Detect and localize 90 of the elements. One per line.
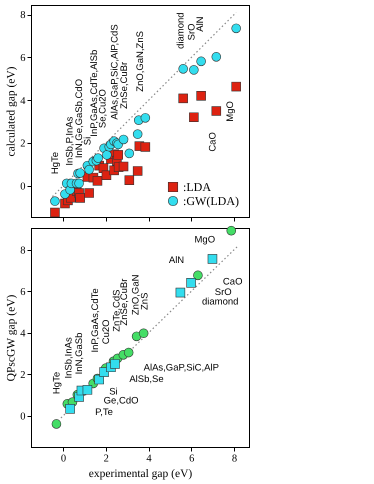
point <box>176 288 186 298</box>
point <box>186 278 196 288</box>
point <box>196 56 206 66</box>
y-tick-label: 0 <box>20 411 26 422</box>
point <box>132 166 142 176</box>
point <box>65 404 75 414</box>
point <box>212 52 222 62</box>
y-tick-label: 8 <box>20 10 26 22</box>
y-tick-label: 4 <box>20 96 26 107</box>
point <box>118 162 128 172</box>
point <box>189 112 199 122</box>
annotation: Ge,CdO <box>104 395 139 406</box>
point <box>124 148 134 158</box>
y-tick-label: 8 <box>20 245 26 256</box>
point <box>82 385 92 395</box>
point <box>84 164 94 174</box>
legend-label: :GW(LDA) <box>183 194 239 208</box>
annotation: InSb,InAs <box>63 337 74 378</box>
point <box>93 153 103 163</box>
annotation: AlN <box>194 16 206 32</box>
point <box>132 129 142 139</box>
y-tick-label: 0 <box>20 181 26 192</box>
point <box>178 64 188 74</box>
point <box>52 419 62 429</box>
y-tick-label: 6 <box>20 52 26 64</box>
point <box>231 24 241 34</box>
annotation: Se,Cu2O <box>98 89 109 128</box>
point <box>110 359 120 369</box>
annotation: AlAs,GaP,SiC,AlP <box>144 362 219 374</box>
point <box>124 175 134 185</box>
point <box>193 270 203 280</box>
annotation: InN,GaSb <box>74 332 86 374</box>
y-tick-label: 2 <box>20 138 26 150</box>
annotation: InP,GaAs,CdTe <box>90 288 102 353</box>
annotation: AlN <box>168 255 184 266</box>
annotation: Si <box>109 386 118 398</box>
annotation: Si <box>82 136 94 146</box>
point <box>231 82 241 92</box>
point <box>75 193 85 203</box>
point <box>92 176 102 186</box>
annotation: P,Te <box>95 406 113 418</box>
y-tick-label: 4 <box>20 328 26 340</box>
annotation: HgTe <box>50 152 61 174</box>
legend-label: :LDA <box>183 180 212 194</box>
x-axis-title: experimental gap (eV) <box>88 468 192 480</box>
x-tick-label: 8 <box>232 454 238 464</box>
point <box>113 150 123 160</box>
point <box>74 178 84 188</box>
point <box>50 208 60 218</box>
point <box>208 254 218 264</box>
annotation: AlAs,GaP,SiC,AlP,CdS <box>109 24 120 120</box>
y-tick-label: 2 <box>20 370 26 381</box>
annotation: InSb,P,InAs <box>64 116 76 166</box>
annotation: diamond <box>202 296 238 308</box>
annotation: CaO <box>222 276 242 288</box>
point <box>212 106 222 116</box>
point <box>124 348 134 358</box>
y-tick-label: 6 <box>20 286 26 298</box>
point <box>189 65 199 75</box>
x-tick-label: 6 <box>189 454 194 464</box>
point <box>140 142 150 152</box>
annotation: diamond <box>176 12 187 49</box>
annotation: MgO <box>194 234 216 246</box>
annotation: ZnS <box>139 292 150 310</box>
point <box>196 91 206 101</box>
annotation: MgO <box>224 101 236 122</box>
point <box>178 94 188 104</box>
annotation: CaO <box>208 132 219 152</box>
annotation: ZnO,GaN <box>130 274 142 316</box>
x-tick-label: 2 <box>104 454 109 464</box>
annotation: Cu2O <box>100 319 112 344</box>
annotation: ZnSe,CuBr <box>118 62 130 109</box>
x-tick-label: 0 <box>60 454 66 464</box>
point <box>140 113 150 123</box>
point <box>226 226 236 236</box>
y-axis-title: QPscGW gap (eV) <box>5 294 18 382</box>
annotation: ZnO,GaN,ZnS <box>135 31 146 92</box>
annotation: AlSb,Se <box>129 374 164 386</box>
point <box>102 150 112 160</box>
point <box>102 170 112 180</box>
point <box>118 134 128 144</box>
x-tick-label: 4 <box>146 454 152 464</box>
annotation: SrO <box>214 286 232 298</box>
point <box>50 196 60 206</box>
y-axis-title: calculated gap (eV) <box>5 66 18 157</box>
point <box>138 328 148 338</box>
point <box>132 332 142 342</box>
point <box>84 188 94 198</box>
annotation: HgTe <box>52 372 63 394</box>
annotation: SrO <box>186 23 198 40</box>
